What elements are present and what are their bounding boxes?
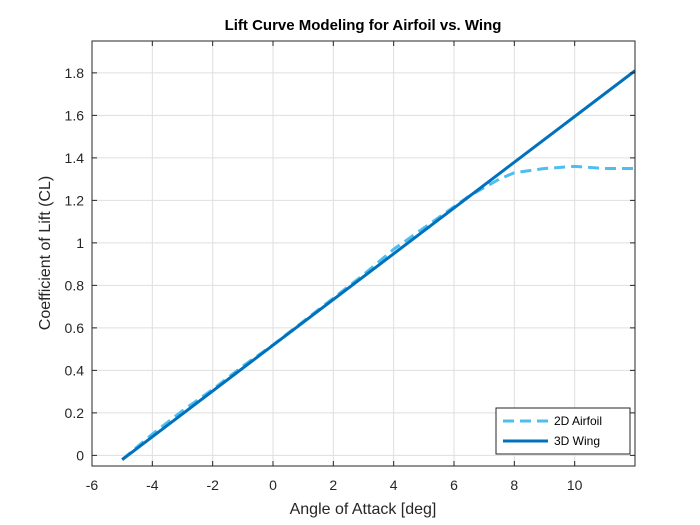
y-tick-label: 1 xyxy=(76,235,84,251)
x-tick-label: 2 xyxy=(329,477,337,493)
y-tick-label: 1.4 xyxy=(65,150,85,166)
x-tick-label: 10 xyxy=(567,477,583,493)
x-tick-label: 0 xyxy=(269,477,277,493)
plot-area xyxy=(92,41,635,466)
x-tick-label: 8 xyxy=(510,477,518,493)
x-tick-label: -2 xyxy=(206,477,219,493)
y-tick-label: 0.2 xyxy=(65,405,85,421)
legend-label-3d-wing: 3D Wing xyxy=(554,434,600,448)
y-tick-label: 1.6 xyxy=(65,107,85,123)
y-tick-label: 0.4 xyxy=(65,362,85,378)
legend: 2D Airfoil 3D Wing xyxy=(495,407,631,455)
y-axis-label: Coefficient of Lift (CL) xyxy=(37,176,54,330)
x-axis-label: Angle of Attack [deg] xyxy=(290,501,437,518)
ticks: -6 -4 -2 0 2 4 6 8 10 0 0.2 0.4 0.6 0.8 1 1.2 1.4 1.6 1.8 xyxy=(65,41,635,493)
y-tick-label: 0 xyxy=(76,447,84,463)
y-tick-label: 1.2 xyxy=(65,192,85,208)
x-tick-label: -6 xyxy=(86,477,99,493)
chart-title: Lift Curve Modeling for Airfoil vs. Wing xyxy=(225,17,502,34)
x-tick-label: 4 xyxy=(390,477,398,493)
y-tick-label: 1.8 xyxy=(65,65,85,81)
legend-label-2d-airfoil: 2D Airfoil xyxy=(554,414,602,428)
series-3d-wing-line xyxy=(121,69,636,461)
x-tick-label: 6 xyxy=(450,477,458,493)
series-lines xyxy=(121,69,636,461)
y-tick-label: 0.8 xyxy=(65,277,85,293)
plot-frame xyxy=(91,40,636,467)
x-tick-label: -4 xyxy=(146,477,159,493)
legend-box xyxy=(495,407,631,455)
y-tick-label: 0.6 xyxy=(65,320,85,336)
